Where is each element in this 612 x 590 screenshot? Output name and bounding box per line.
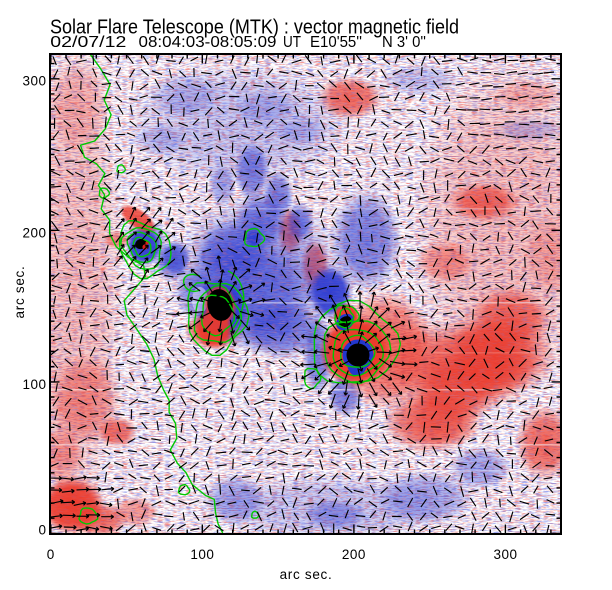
svg-text:arc sec.: arc sec. <box>280 567 333 582</box>
svg-text:UT: UT <box>283 34 301 51</box>
svg-text:0: 0 <box>38 523 46 538</box>
svg-text:300: 300 <box>493 547 517 562</box>
svg-text:Solar Flare Telescope (MTK) :: Solar Flare Telescope (MTK) : vector mag… <box>50 16 459 38</box>
svg-text:N 3' 0'': N 3' 0'' <box>382 34 426 51</box>
svg-text:200: 200 <box>22 225 46 240</box>
svg-text:E10'55'': E10'55'' <box>310 34 362 51</box>
svg-text:100: 100 <box>190 547 214 562</box>
svg-text:02/07/12: 02/07/12 <box>50 34 126 51</box>
svg-text:0: 0 <box>47 547 55 562</box>
svg-text:200: 200 <box>342 547 366 562</box>
svg-text:arc sec.: arc sec. <box>12 266 27 319</box>
svg-text:100: 100 <box>22 377 46 392</box>
svg-text:300: 300 <box>22 74 46 89</box>
svg-text:08:04:03-08:05:09: 08:04:03-08:05:09 <box>139 34 277 51</box>
